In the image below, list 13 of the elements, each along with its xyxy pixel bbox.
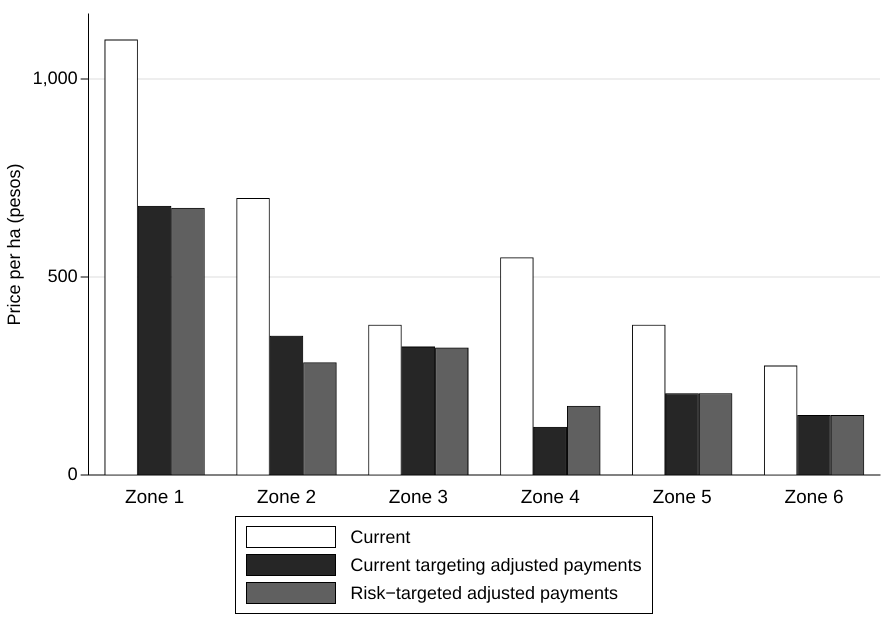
x-tick-label: Zone 2 bbox=[256, 486, 316, 508]
x-tick-label: Zone 5 bbox=[652, 486, 712, 508]
legend-label: Current targeting adjusted payments bbox=[350, 554, 642, 576]
text: Current bbox=[350, 526, 410, 548]
y-axis-title: Price per ha (pesos) bbox=[4, 163, 24, 326]
x-tick-label: Zone 3 bbox=[388, 486, 448, 508]
y-tick-label: 0 bbox=[68, 464, 78, 484]
legend-label: Risk−targeted adjusted payments bbox=[350, 582, 618, 604]
x-tick-label: Zone 6 bbox=[784, 486, 844, 508]
x-tick-label: Zone 1 bbox=[125, 486, 184, 508]
x-tick-label: Zone 4 bbox=[520, 486, 580, 508]
y-tick-label: 500 bbox=[48, 266, 78, 286]
y-tick-label: 1,000 bbox=[32, 68, 78, 88]
